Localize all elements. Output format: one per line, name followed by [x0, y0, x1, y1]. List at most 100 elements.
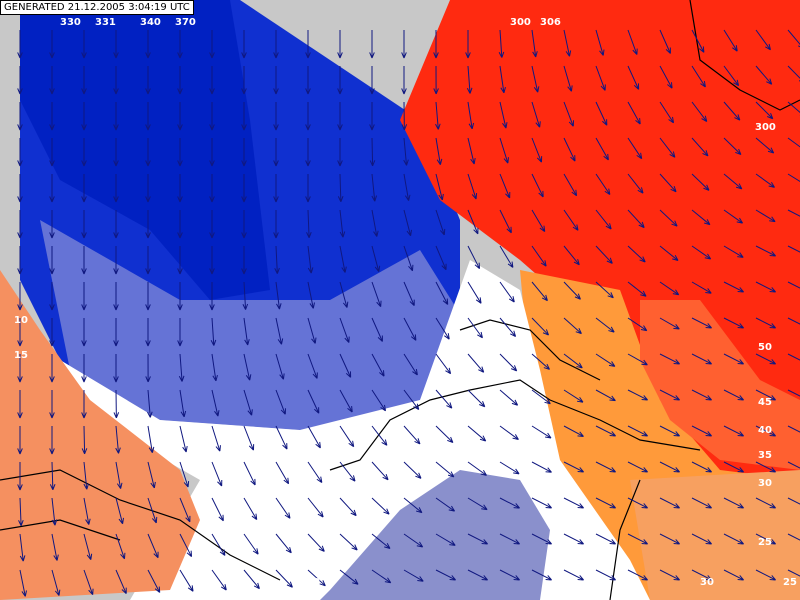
wind-arrow — [531, 137, 543, 163]
wind-arrow — [17, 210, 23, 239]
contour-label: 306 — [540, 17, 561, 28]
wind-arrow — [723, 173, 743, 190]
wind-arrow — [435, 317, 450, 340]
wind-arrow — [723, 425, 744, 437]
wind-arrow — [369, 30, 375, 59]
wind-arrow — [627, 353, 648, 366]
wind-arrow — [401, 101, 408, 131]
wind-arrow — [467, 497, 488, 511]
wind-arrow — [307, 461, 323, 483]
wind-arrow — [627, 425, 648, 437]
wind-arrow — [147, 389, 153, 418]
wind-arrow — [691, 569, 712, 581]
wind-arrow — [563, 353, 583, 369]
wind-arrow — [531, 209, 546, 233]
wind-arrow — [403, 425, 421, 445]
wind-arrow — [499, 497, 520, 509]
wind-arrow — [145, 246, 151, 275]
wind-arrow — [243, 353, 252, 381]
wind-arrow — [435, 101, 441, 130]
wind-arrow — [467, 209, 479, 235]
wind-arrow — [499, 65, 506, 94]
wind-arrow — [499, 533, 520, 545]
wind-arrow — [49, 30, 55, 59]
wind-arrow — [435, 137, 443, 166]
wind-arrow — [113, 174, 119, 203]
wind-arrow — [563, 245, 580, 266]
wind-arrow — [83, 569, 94, 596]
wind-arrow — [49, 318, 55, 347]
wind-arrow — [691, 281, 712, 294]
wind-arrow — [81, 246, 87, 275]
wind-arrow — [273, 30, 279, 59]
wind-arrow — [659, 245, 679, 261]
contour-label: 10 — [306, 577, 320, 588]
wind-arrow — [177, 174, 183, 203]
wind-arrow — [81, 210, 87, 239]
wind-arrow — [659, 497, 680, 509]
wind-arrow — [81, 282, 87, 311]
wind-arrow — [627, 533, 648, 545]
wind-arrow — [531, 29, 538, 58]
wind-arrow — [339, 245, 347, 273]
wind-arrow — [563, 425, 584, 437]
wind-arrow — [307, 353, 318, 379]
wind-arrow — [371, 209, 379, 237]
wind-arrow — [659, 317, 680, 330]
wind-arrow — [337, 173, 344, 203]
contour-label: 331 — [95, 17, 116, 28]
wind-arrow — [273, 174, 279, 203]
wind-arrow — [242, 281, 249, 310]
wind-arrow — [787, 425, 800, 433]
wind-arrow — [531, 101, 541, 128]
wind-arrow — [531, 65, 540, 93]
wind-arrow — [723, 137, 742, 156]
wind-arrow — [339, 533, 358, 551]
wind-arrow — [563, 209, 579, 231]
contour-label: 15 — [14, 350, 28, 361]
wind-arrow — [691, 101, 708, 122]
wind-arrow — [755, 101, 774, 120]
wind-arrow — [403, 245, 414, 272]
wind-arrow — [563, 389, 584, 403]
wind-arrow — [499, 461, 520, 475]
wind-arrow — [147, 461, 156, 489]
wind-arrow — [145, 30, 151, 59]
wind-arrow — [177, 318, 183, 347]
wind-arrow — [563, 281, 581, 300]
wind-arrow — [305, 30, 311, 59]
wind-arrow — [723, 533, 744, 545]
wind-arrow — [467, 317, 483, 339]
wind-arrow — [691, 425, 712, 437]
contour-label: 300 — [755, 122, 776, 133]
wind-arrow — [337, 102, 343, 131]
wind-arrow — [499, 137, 509, 164]
wind-arrow — [627, 245, 646, 263]
wind-arrow — [755, 29, 771, 51]
wind-arrow — [755, 173, 775, 188]
wind-arrow — [755, 425, 776, 437]
wind-arrow — [209, 30, 215, 59]
wind-arrow — [51, 533, 59, 561]
wind-arrow — [81, 390, 87, 419]
wind-arrow — [659, 533, 680, 545]
wind-arrow — [145, 318, 151, 347]
wind-arrow — [337, 30, 343, 59]
wind-arrow — [307, 317, 317, 344]
wind-arrow — [339, 461, 356, 482]
wind-arrow — [113, 210, 119, 239]
wind-arrow — [49, 66, 55, 95]
wind-arrow — [177, 66, 183, 95]
wind-arrow — [435, 245, 447, 271]
wind-arrow — [659, 569, 680, 581]
wind-arrow — [305, 102, 311, 131]
wind-arrow — [659, 425, 680, 437]
wind-arrow — [659, 173, 677, 193]
wind-arrow — [403, 569, 424, 582]
wind-arrow — [595, 569, 616, 581]
wind-arrow — [531, 533, 552, 545]
wind-arrow — [369, 137, 376, 167]
wind-arrow — [723, 353, 744, 365]
wind-arrow — [49, 354, 55, 383]
wind-arrow — [531, 497, 552, 509]
